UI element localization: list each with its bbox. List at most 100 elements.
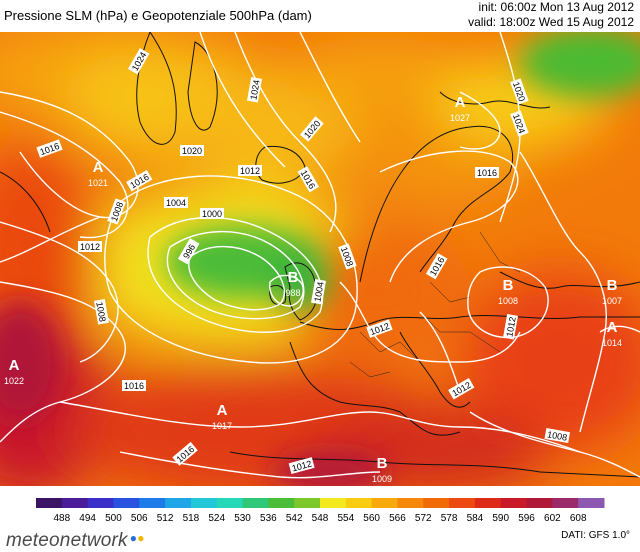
scale-tick-label: 572 — [415, 513, 432, 524]
scale-swatch — [474, 498, 502, 508]
scale-tick-label: 500 — [105, 513, 122, 524]
scale-swatch — [320, 498, 347, 508]
isobar-label: 1016 — [475, 167, 499, 178]
scale-tick-label: 530 — [234, 513, 251, 524]
svg-text:1012: 1012 — [240, 166, 260, 176]
data-source: DATI: GFS 1.0° — [561, 530, 630, 541]
scale-tick-label: 554 — [337, 513, 354, 524]
valid-time: valid: 18:00z Wed 15 Aug 2012 — [468, 15, 634, 29]
weather-map: 1024 1020 1024 1020 1016 1012 1016 1016 … — [0, 32, 640, 486]
brand-name: meteonetwork — [6, 530, 128, 551]
isobars — [0, 32, 640, 479]
brand-logo: meteonetwork ●● — [6, 530, 145, 552]
svg-text:1022: 1022 — [4, 376, 24, 386]
svg-text:B: B — [607, 277, 618, 294]
svg-text:1027: 1027 — [450, 113, 470, 123]
svg-text:1014: 1014 — [602, 338, 622, 348]
high-center: A 1017 — [212, 402, 232, 431]
scale-tick-label: 584 — [467, 513, 484, 524]
svg-text:1016: 1016 — [124, 381, 144, 391]
isobar-label: 1020 — [180, 145, 204, 156]
svg-text:1008: 1008 — [94, 301, 107, 322]
scale-tick-label: 512 — [157, 513, 174, 524]
svg-text:A: A — [9, 357, 20, 374]
scale-swatch — [526, 498, 553, 508]
scale-tick-label: 578 — [441, 513, 458, 524]
scale-tick-label: 566 — [389, 513, 406, 524]
isobar-label: 1012 — [503, 313, 519, 340]
scale-swatch — [397, 498, 424, 508]
scale-tick-label: 608 — [570, 513, 587, 524]
svg-text:B: B — [377, 455, 388, 472]
isobar-label: 1024 — [247, 76, 263, 103]
scale-swatch — [216, 498, 244, 508]
isobar-label: 1000 — [200, 208, 224, 219]
svg-text:B: B — [503, 277, 514, 294]
scale-tick-label: 518 — [183, 513, 200, 524]
scale-swatch — [371, 498, 398, 508]
scale-swatch — [423, 498, 450, 508]
scale-swatch — [113, 498, 140, 508]
scale-tick-label: 488 — [53, 513, 70, 524]
isobar-label: 1016 — [122, 380, 146, 391]
scale-swatch — [500, 498, 528, 508]
scale-swatch — [578, 498, 605, 508]
scale-tick-label: 494 — [79, 513, 96, 524]
pressure-centers: A 1021 A 1027 B 988 B 1008 B 1007 A 1014 A 1022… — [4, 94, 622, 484]
isobar-label: 1008 — [93, 298, 109, 325]
high-center: A 1014 — [602, 319, 622, 348]
borders — [349, 231, 521, 378]
svg-text:988: 988 — [285, 288, 300, 298]
svg-text:1017: 1017 — [212, 421, 232, 431]
isobar-label: 1012 — [78, 241, 102, 252]
isobar-label: 1008 — [544, 428, 571, 444]
isobar-label: 1004 — [164, 197, 188, 208]
svg-text:1012: 1012 — [80, 242, 100, 252]
svg-text:1021: 1021 — [88, 178, 108, 188]
scale-tick-label: 596 — [518, 513, 535, 524]
low-center: B 1008 — [498, 277, 518, 306]
scale-swatch — [552, 498, 579, 508]
svg-text:A: A — [455, 94, 466, 111]
scale-ticks: 488 494 500 506 512 518 524 530 536 542 548 554 560 5… — [53, 513, 586, 524]
scale-swatch — [61, 498, 89, 508]
high-center: A 1027 — [450, 94, 470, 123]
scale-tick-label: 560 — [363, 513, 380, 524]
svg-text:1004: 1004 — [166, 198, 186, 208]
brand-dots: ●● — [129, 531, 145, 545]
scale-swatch — [165, 498, 192, 508]
svg-text:A: A — [607, 319, 618, 336]
svg-text:1007: 1007 — [602, 296, 622, 306]
scale-swatch — [268, 498, 295, 508]
svg-text:1012: 1012 — [504, 316, 517, 337]
color-scale: 488 494 500 506 512 518 524 530 536 542 548 554 560 5… — [36, 498, 605, 524]
svg-text:1024: 1024 — [248, 79, 261, 100]
scale-tick-label: 524 — [208, 513, 225, 524]
high-center: A 1021 — [88, 159, 108, 188]
scale-swatch — [449, 498, 476, 508]
scale-tick-label: 536 — [260, 513, 277, 524]
low-center: B 1007 — [602, 277, 622, 306]
scale-tick-label: 506 — [131, 513, 148, 524]
chart-title: Pressione SLM (hPa) e Geopotenziale 500h… — [4, 8, 312, 23]
svg-text:1009: 1009 — [372, 474, 392, 484]
scale-swatch — [242, 498, 269, 508]
svg-text:B: B — [288, 269, 299, 286]
scale-tick-label: 590 — [492, 513, 509, 524]
scale-tick-label: 548 — [312, 513, 329, 524]
init-time: init: 06:00z Mon 13 Aug 2012 — [478, 0, 634, 14]
low-center: B 988 — [285, 269, 300, 298]
scale-swatch — [345, 498, 373, 508]
svg-text:1016: 1016 — [477, 168, 497, 178]
scale-swatch — [294, 498, 321, 508]
scale-swatch — [139, 498, 166, 508]
svg-text:1000: 1000 — [202, 209, 222, 219]
scale-tick-label: 602 — [544, 513, 561, 524]
high-center: A 1022 — [4, 357, 24, 386]
isobar-label: 1004 — [311, 278, 327, 305]
scale-tick-label: 542 — [286, 513, 303, 524]
svg-text:1008: 1008 — [546, 429, 567, 442]
low-center: B 1009 — [372, 455, 392, 484]
svg-text:1020: 1020 — [182, 146, 202, 156]
scale-swatch — [190, 498, 218, 508]
